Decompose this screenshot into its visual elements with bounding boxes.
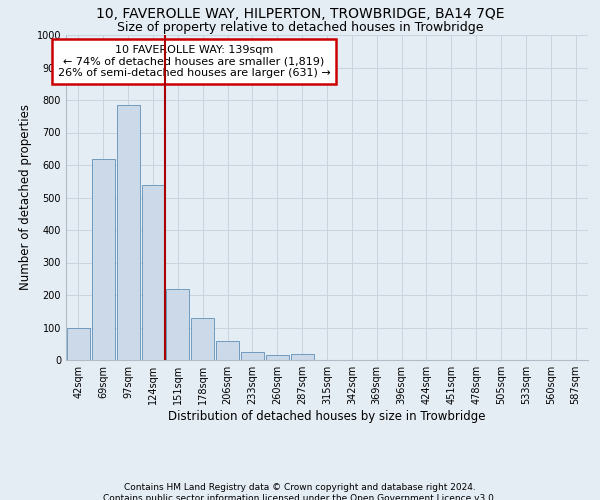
Text: Contains HM Land Registry data © Crown copyright and database right 2024.: Contains HM Land Registry data © Crown c… xyxy=(124,482,476,492)
Y-axis label: Number of detached properties: Number of detached properties xyxy=(19,104,32,290)
Text: 10 FAVEROLLE WAY: 139sqm
← 74% of detached houses are smaller (1,819)
26% of sem: 10 FAVEROLLE WAY: 139sqm ← 74% of detach… xyxy=(58,45,330,78)
Text: 10, FAVEROLLE WAY, HILPERTON, TROWBRIDGE, BA14 7QE: 10, FAVEROLLE WAY, HILPERTON, TROWBRIDGE… xyxy=(96,8,504,22)
Bar xyxy=(241,352,264,360)
Bar xyxy=(117,105,140,360)
Bar xyxy=(291,354,314,360)
Text: Contains public sector information licensed under the Open Government Licence v3: Contains public sector information licen… xyxy=(103,494,497,500)
Bar xyxy=(191,318,214,360)
Bar xyxy=(216,340,239,360)
Text: Size of property relative to detached houses in Trowbridge: Size of property relative to detached ho… xyxy=(117,21,483,34)
Bar xyxy=(92,158,115,360)
Bar xyxy=(67,328,90,360)
Bar xyxy=(142,184,164,360)
Bar xyxy=(166,288,189,360)
X-axis label: Distribution of detached houses by size in Trowbridge: Distribution of detached houses by size … xyxy=(168,410,486,423)
Bar xyxy=(266,355,289,360)
